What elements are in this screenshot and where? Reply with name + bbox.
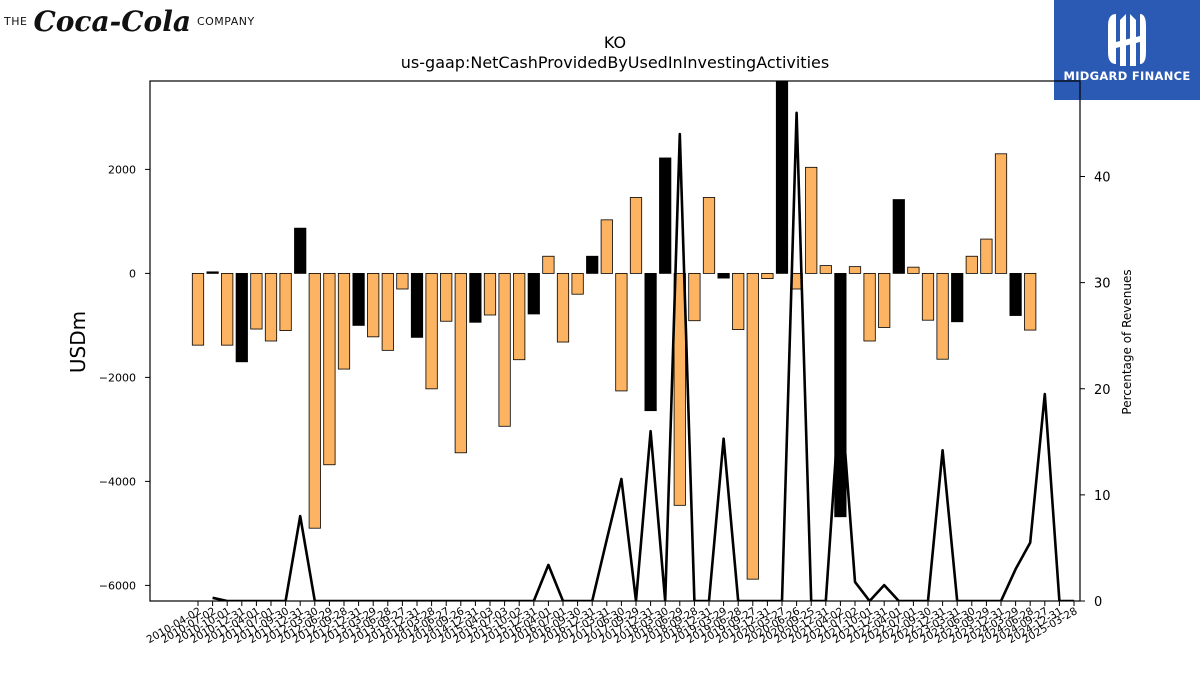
bar-2023-03-31 bbox=[951, 272, 964, 323]
y-axis-label: USDm bbox=[66, 311, 90, 373]
bar-2012-06-29 bbox=[323, 272, 336, 466]
bar-2023-06-30 bbox=[965, 255, 978, 274]
coca-cola-logo: THE Coca-Cola COMPANY bbox=[4, 4, 255, 38]
bar-2010-04-02 bbox=[191, 272, 205, 346]
bar-2016-12-31 bbox=[586, 255, 599, 274]
bar-2022-09-30 bbox=[921, 272, 935, 321]
bar-2021-10-01 bbox=[863, 272, 876, 342]
bar-2016-07-01 bbox=[556, 272, 570, 343]
bar-2011-09-30 bbox=[279, 272, 292, 331]
bar-2016-09-30 bbox=[571, 272, 584, 295]
y-tick-label: 2000 bbox=[108, 163, 136, 176]
bar-2020-12-31 bbox=[819, 265, 832, 274]
bar-2021-07-02 bbox=[848, 266, 862, 274]
bar-2012-03-30 bbox=[308, 272, 321, 529]
y-tick-label: −4000 bbox=[99, 475, 136, 488]
bar-2020-09-25 bbox=[805, 166, 818, 274]
bar-2011-12-31 bbox=[294, 227, 307, 274]
y-tick-label: −6000 bbox=[99, 579, 136, 592]
y2-tick-label: 10 bbox=[1094, 489, 1111, 504]
chart-subtitle: us-gaap:NetCashProvidedByUsedInInvesting… bbox=[401, 53, 829, 72]
bar-2014-12-31 bbox=[469, 272, 482, 323]
y2-tick-label: 30 bbox=[1094, 277, 1111, 292]
y-tick-label: −2000 bbox=[99, 371, 136, 384]
bar-2023-09-29 bbox=[980, 238, 993, 274]
bar-2012-09-28 bbox=[337, 272, 351, 370]
bar-2018-03-30 bbox=[659, 157, 672, 274]
bar-2022-04-01 bbox=[892, 199, 905, 274]
bar-2019-09-27 bbox=[746, 272, 759, 580]
bar-2012-12-31 bbox=[352, 272, 365, 326]
bar-2017-06-30 bbox=[615, 272, 628, 392]
bar-2011-07-01 bbox=[264, 272, 278, 342]
bar-2023-12-31 bbox=[994, 153, 1008, 274]
bar-2020-03-27 bbox=[775, 81, 789, 274]
bar-2017-12-31 bbox=[644, 272, 657, 412]
bar-2019-12-31 bbox=[761, 272, 774, 279]
percentage-line bbox=[212, 111, 1074, 601]
midgard-brand-text: MIDGARD FINANCE bbox=[1063, 69, 1191, 83]
bar-2017-09-29 bbox=[629, 197, 643, 274]
plot-frame bbox=[149, 80, 1081, 602]
bar-2010-10-01 bbox=[221, 272, 234, 346]
bar-2021-12-31 bbox=[878, 272, 891, 328]
bar-2015-12-31 bbox=[527, 272, 540, 315]
bar-2010-12-31 bbox=[235, 272, 248, 363]
y-tick-label: 0 bbox=[129, 267, 136, 280]
bar-2013-09-27 bbox=[396, 272, 409, 290]
bar-2024-06-28 bbox=[1024, 272, 1037, 331]
bar-2016-04-01 bbox=[542, 255, 555, 274]
chart-title: KO bbox=[604, 33, 626, 52]
bar-2013-03-29 bbox=[367, 272, 380, 338]
bar-2018-09-28 bbox=[688, 272, 701, 322]
y2-tick-label: 20 bbox=[1094, 383, 1111, 398]
bar-2017-03-31 bbox=[600, 219, 613, 274]
y2-axis-label: Percentage of Revenues bbox=[1120, 269, 1134, 414]
bar-2018-06-29 bbox=[673, 272, 686, 506]
midgard-finance-logo: MIDGARD FINANCE bbox=[1054, 0, 1200, 100]
y2-tick-label: 0 bbox=[1094, 595, 1102, 610]
bar-2015-07-03 bbox=[498, 272, 511, 427]
bar-2022-07-01 bbox=[907, 266, 920, 274]
bar-2013-06-28 bbox=[381, 272, 394, 351]
bar-2010-07-02 bbox=[206, 271, 219, 274]
logo-prefix: THE bbox=[4, 14, 28, 28]
bar-2014-09-26 bbox=[454, 272, 467, 454]
bar-2013-12-31 bbox=[410, 272, 424, 338]
bar-2019-03-29 bbox=[717, 272, 730, 279]
bar-2014-06-27 bbox=[440, 272, 453, 322]
bar-2015-04-03 bbox=[483, 272, 497, 316]
line-series bbox=[212, 111, 1074, 601]
bar-2022-12-31 bbox=[936, 272, 949, 360]
bar-2015-10-02 bbox=[513, 272, 526, 361]
midgard-mark-icon bbox=[1108, 14, 1146, 66]
y2-tick-label: 40 bbox=[1094, 171, 1111, 186]
axes: −6000−4000−2000020000102030402010-04-022… bbox=[99, 80, 1111, 646]
bar-2011-04-01 bbox=[250, 272, 263, 330]
bar-2014-03-28 bbox=[425, 272, 438, 390]
logo-suffix: COMPANY bbox=[196, 14, 255, 28]
bar-2018-12-31 bbox=[702, 197, 716, 274]
logo-script: Coca-Cola bbox=[33, 4, 191, 38]
bar-2024-03-29 bbox=[1009, 272, 1022, 316]
bar-2019-06-28 bbox=[732, 272, 745, 330]
